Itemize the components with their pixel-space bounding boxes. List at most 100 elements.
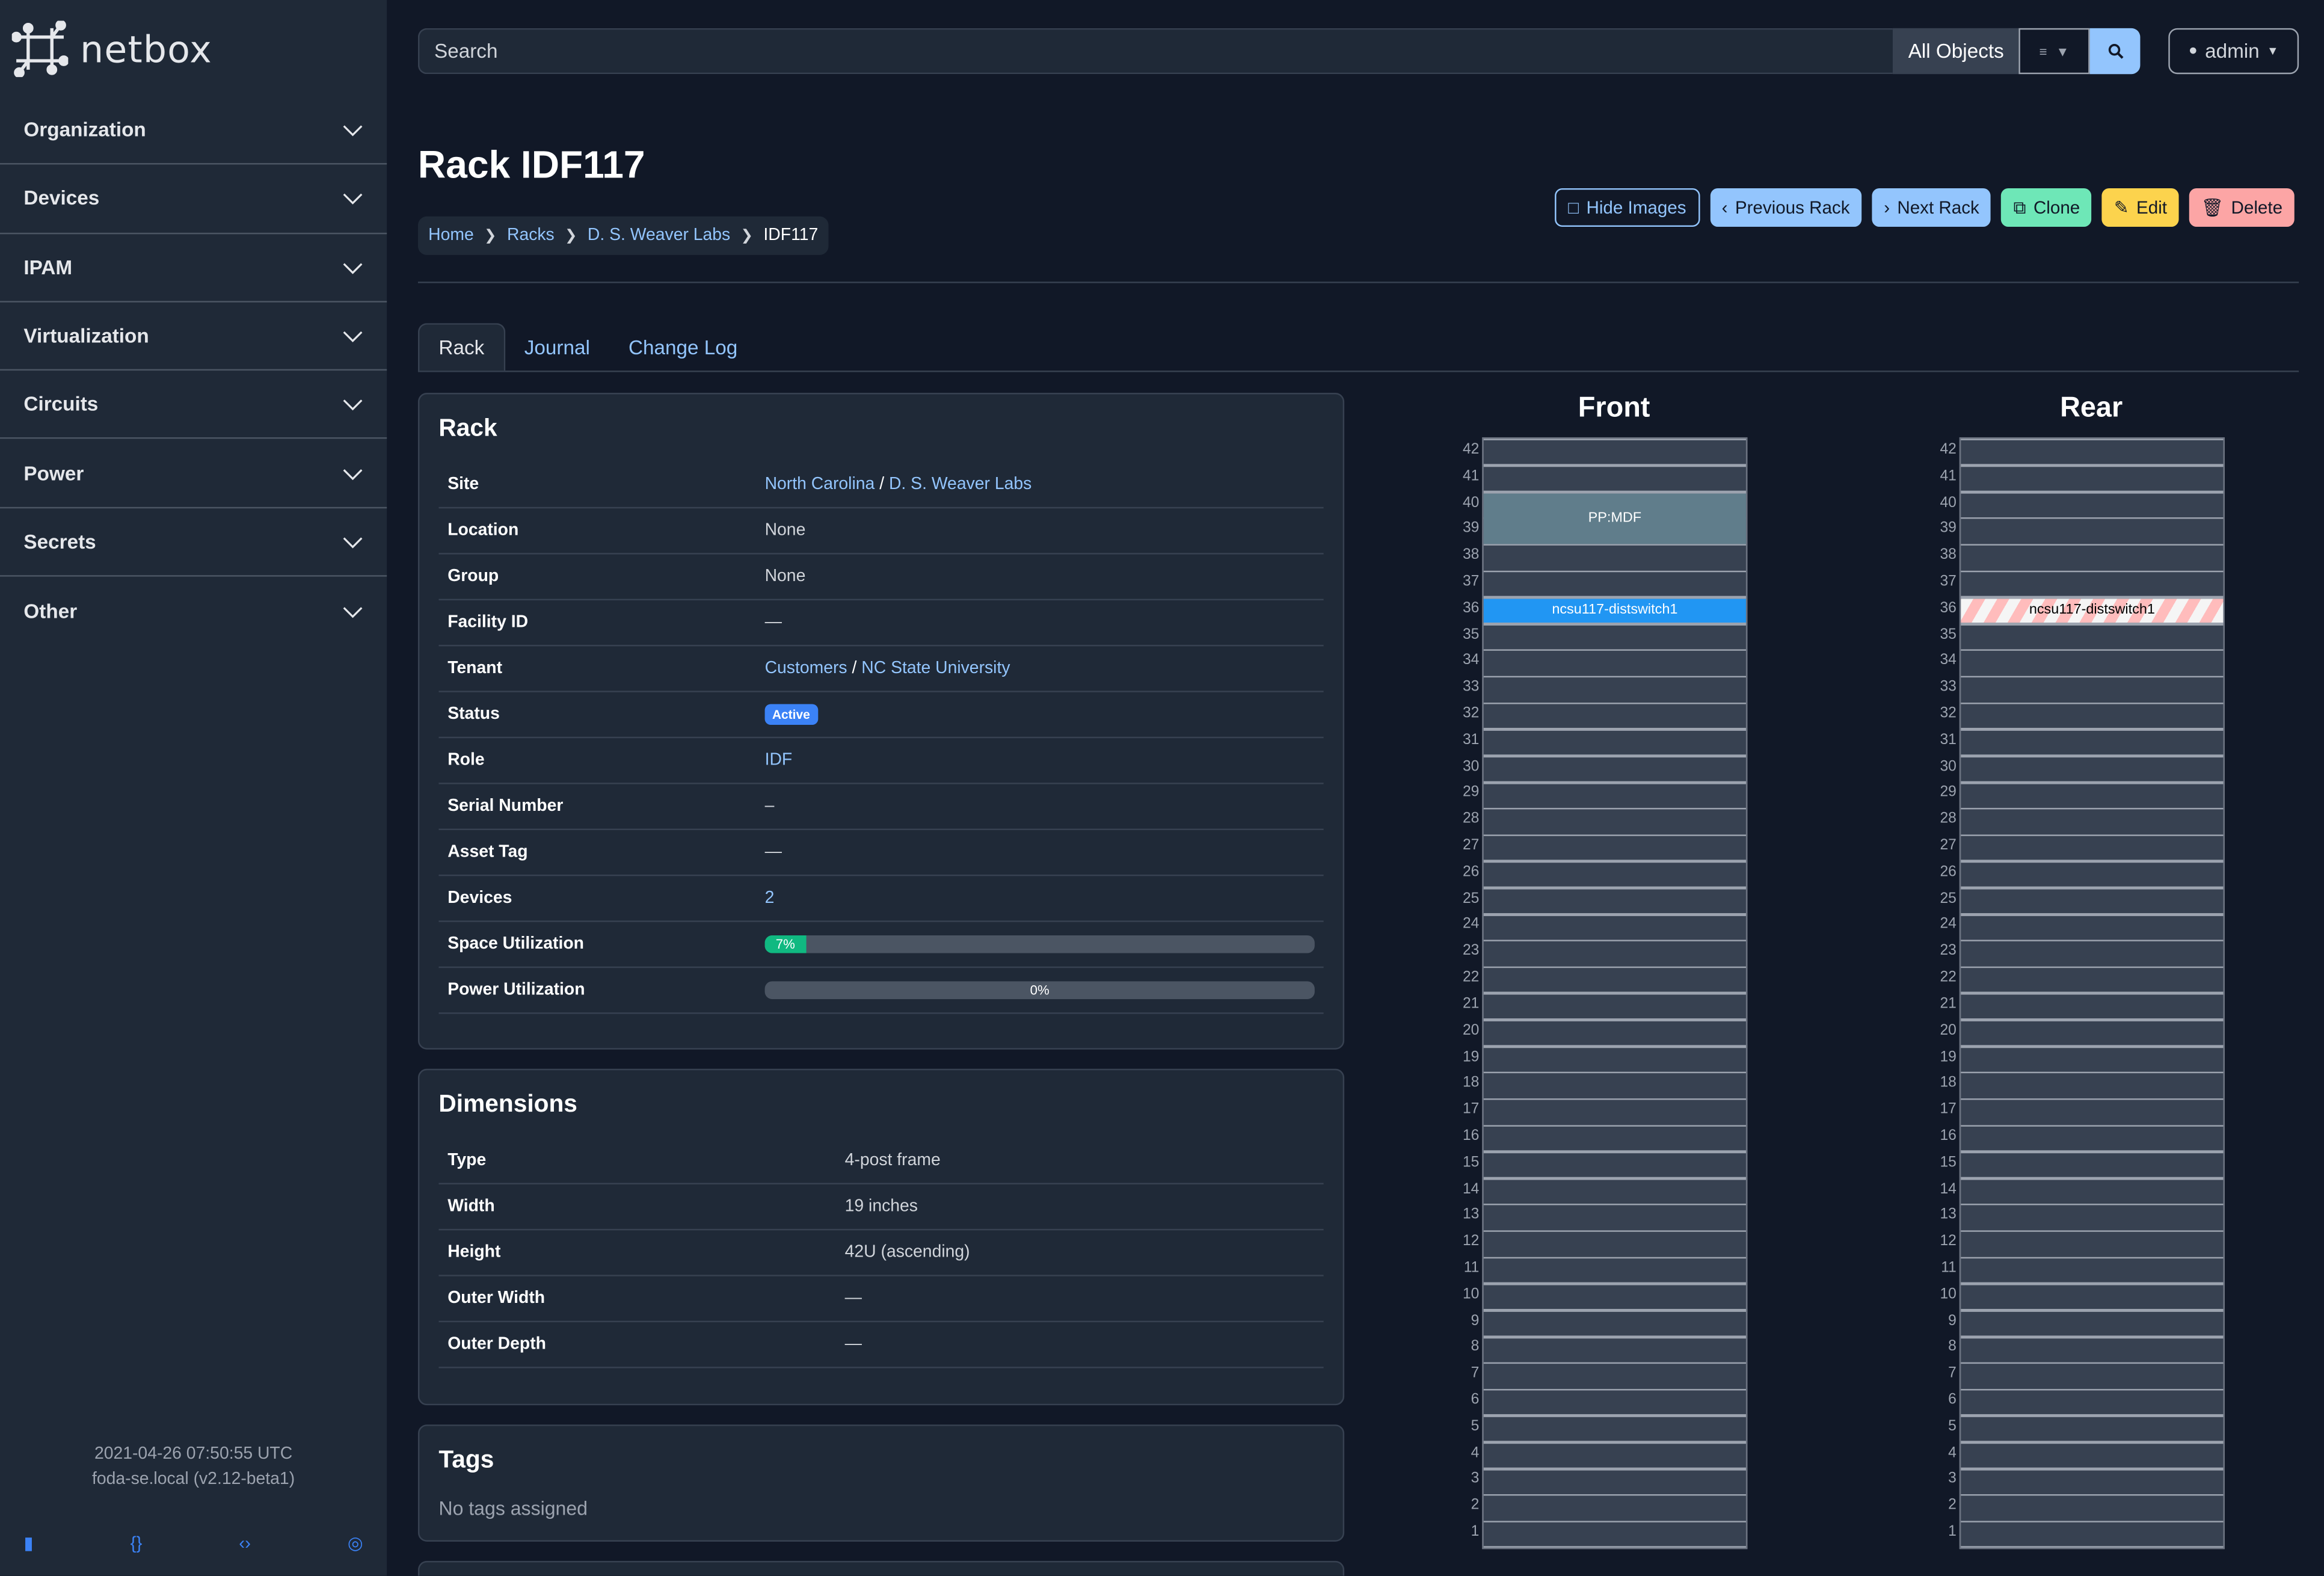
edit-button[interactable]: ✎ Edit <box>2102 188 2179 227</box>
rack-unit[interactable] <box>1483 1522 1746 1547</box>
rack-unit[interactable] <box>1961 677 2224 703</box>
rack-unit[interactable] <box>1961 1285 2224 1310</box>
rack-unit[interactable] <box>1961 810 2224 834</box>
rack-unit[interactable] <box>1483 915 1746 940</box>
breadcrumb-home[interactable]: Home <box>428 227 474 245</box>
sidebar-item-power[interactable]: Power <box>0 440 387 508</box>
rack-unit[interactable] <box>1961 466 2224 491</box>
rack-unit[interactable] <box>1961 1364 2224 1389</box>
rack-unit[interactable] <box>1483 1417 1746 1441</box>
rack-unit[interactable] <box>1483 810 1746 834</box>
rack-unit[interactable] <box>1961 1153 2224 1178</box>
rack-unit[interactable] <box>1483 1179 1746 1204</box>
sidebar-item-secrets[interactable]: Secrets <box>0 508 387 577</box>
rack-unit[interactable] <box>1961 572 2224 597</box>
rack-unit[interactable] <box>1483 1153 1746 1178</box>
search-input[interactable]: Search <box>417 28 1894 75</box>
search-filter-button[interactable]: ≡ ▼ <box>2018 28 2090 75</box>
rack-unit[interactable] <box>1483 546 1746 570</box>
hide-images-button[interactable]: □ Hide Images <box>1555 188 1700 227</box>
rack-unit[interactable] <box>1483 1205 1746 1230</box>
rack-unit[interactable] <box>1961 968 2224 993</box>
rack-unit[interactable] <box>1483 651 1746 676</box>
rack-unit[interactable] <box>1483 1047 1746 1072</box>
rack-unit[interactable] <box>1961 1100 2224 1125</box>
rack-unit[interactable] <box>1483 625 1746 650</box>
rack-unit[interactable] <box>1483 1232 1746 1257</box>
device-front[interactable]: PP:MDF <box>1483 493 1746 544</box>
clone-button[interactable]: ⧉ Clone <box>2001 188 2092 227</box>
netbox-logo[interactable]: netbox <box>11 20 212 78</box>
code-icon[interactable]: ‹› <box>239 1533 251 1554</box>
rack-unit[interactable] <box>1961 888 2224 914</box>
link[interactable]: Customers <box>764 659 847 678</box>
rack-unit[interactable] <box>1961 1126 2224 1151</box>
rack-unit[interactable] <box>1483 757 1746 781</box>
sidebar-item-devices[interactable]: Devices <box>0 165 387 234</box>
rack-unit[interactable] <box>1483 968 1746 993</box>
rack-unit[interactable] <box>1961 1179 2224 1204</box>
rack-unit[interactable] <box>1483 1100 1746 1125</box>
rack-unit[interactable] <box>1961 546 2224 570</box>
rack-unit[interactable] <box>1483 783 1746 808</box>
link[interactable]: NC State University <box>861 659 1010 678</box>
rack-unit[interactable] <box>1961 863 2224 887</box>
next-rack-button[interactable]: › Next Rack <box>1872 188 1991 227</box>
rack-unit[interactable] <box>1961 1338 2224 1362</box>
rack-unit[interactable] <box>1961 730 2224 755</box>
link[interactable]: D. S. Weaver Labs <box>888 476 1032 494</box>
rack-unit[interactable] <box>1961 1522 2224 1547</box>
device-rear[interactable]: ncsu117-distswitch1 <box>1961 599 2224 623</box>
tab-change-log[interactable]: Change Log <box>628 336 738 359</box>
rack-unit[interactable] <box>1961 941 2224 966</box>
rack-unit[interactable] <box>1483 1390 1746 1415</box>
rack-unit[interactable] <box>1483 704 1746 728</box>
rack-unit[interactable] <box>1961 625 2224 650</box>
rack-unit[interactable] <box>1961 1021 2224 1045</box>
rack-unit[interactable] <box>1483 440 1746 465</box>
rack-unit[interactable] <box>1483 994 1746 1019</box>
rack-unit[interactable] <box>1483 863 1746 887</box>
rack-unit[interactable] <box>1961 915 2224 940</box>
rack-unit[interactable] <box>1961 1074 2224 1098</box>
tab-rack[interactable]: Rack <box>417 323 505 371</box>
rack-unit[interactable] <box>1483 941 1746 966</box>
rack-unit[interactable] <box>1961 1443 2224 1468</box>
sidebar-item-other[interactable]: Other <box>0 577 387 645</box>
rack-unit[interactable] <box>1483 1285 1746 1310</box>
link[interactable]: 2 <box>764 889 775 908</box>
rack-unit[interactable] <box>1961 757 2224 781</box>
tab-journal[interactable]: Journal <box>524 336 590 359</box>
rack-unit[interactable] <box>1483 677 1746 703</box>
sidebar-item-ipam[interactable]: IPAM <box>0 233 387 303</box>
sidebar-item-circuits[interactable]: Circuits <box>0 371 387 440</box>
rack-unit[interactable] <box>1961 651 2224 676</box>
device-front[interactable]: ncsu117-distswitch1 <box>1483 599 1746 623</box>
rack-unit[interactable] <box>1961 783 2224 808</box>
sidebar-item-organization[interactable]: Organization <box>0 96 387 165</box>
rack-unit[interactable] <box>1483 1311 1746 1336</box>
rack-unit[interactable] <box>1961 994 2224 1019</box>
rack-unit[interactable] <box>1483 1364 1746 1389</box>
rack-unit[interactable] <box>1483 572 1746 597</box>
rack-unit[interactable] <box>1961 836 2224 861</box>
book-icon[interactable]: ▮ <box>23 1533 34 1554</box>
breadcrumb-racks[interactable]: Racks <box>506 227 555 245</box>
rack-unit[interactable] <box>1961 704 2224 728</box>
rack-unit[interactable] <box>1483 1496 1746 1521</box>
user-menu-button[interactable]: ● admin ▼ <box>2168 28 2299 75</box>
rack-unit[interactable] <box>1961 1390 2224 1415</box>
rack-unit[interactable] <box>1961 1496 2224 1521</box>
delete-button[interactable]: 🗑 Delete <box>2189 188 2295 227</box>
sidebar-item-virtualization[interactable]: Virtualization <box>0 302 387 371</box>
rack-unit[interactable] <box>1961 1205 2224 1230</box>
rack-unit[interactable] <box>1483 1470 1746 1494</box>
breadcrumb-site[interactable]: D. S. Weaver Labs <box>587 227 731 245</box>
rack-unit[interactable] <box>1483 730 1746 755</box>
rack-unit[interactable] <box>1483 466 1746 491</box>
rack-unit[interactable] <box>1961 1232 2224 1257</box>
rack-unit[interactable] <box>1483 836 1746 861</box>
rack-unit[interactable] <box>1961 440 2224 465</box>
rack-unit[interactable] <box>1961 1470 2224 1494</box>
rack-unit[interactable] <box>1961 1311 2224 1336</box>
